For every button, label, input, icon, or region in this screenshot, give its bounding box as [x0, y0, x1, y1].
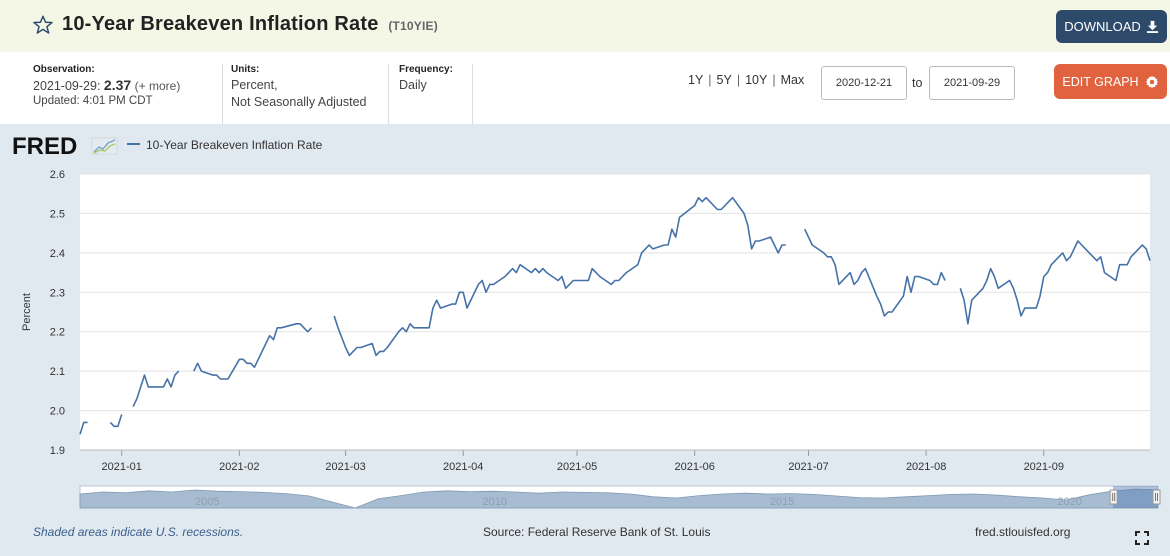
page-title: 10-Year Breakeven Inflation Rate (T10YIE… [62, 13, 438, 36]
x-tick-label: 2021-09 [1024, 461, 1064, 473]
x-tick-label: 2021-08 [906, 461, 946, 473]
fullscreen-icon[interactable] [1135, 531, 1149, 545]
observation-value: 2.37 [103, 77, 132, 93]
series-segment [193, 323, 313, 380]
observation-more-link[interactable]: (+ more) [134, 79, 181, 93]
source-text: Source: Federal Reserve Bank of St. Loui… [483, 525, 711, 539]
download-label: DOWNLOAD [1064, 19, 1141, 34]
units-line-1: Percent, [231, 78, 278, 92]
series-segment [79, 421, 88, 435]
navigator-year-label: 2020 [1057, 496, 1081, 508]
units-block: Units: Percent, Not Seasonally Adjusted [231, 64, 389, 124]
star-icon[interactable] [32, 14, 54, 36]
navigator-year-label: 2010 [482, 496, 506, 508]
y-tick-label: 2.6 [50, 169, 65, 181]
units-line-2: Not Seasonally Adjusted [231, 95, 367, 109]
fred-logo[interactable]: FRED [12, 133, 118, 160]
range-5y[interactable]: 5Y [716, 73, 732, 87]
navigator-year-label: 2015 [770, 496, 794, 508]
y-tick-label: 2.4 [50, 248, 65, 260]
navigator-handle[interactable] [1152, 489, 1161, 505]
chart[interactable]: FRED 10-Year Breakeven Inflation Rate 1.… [0, 124, 1170, 556]
series-line[interactable] [79, 196, 1151, 435]
range-separator: | [772, 73, 776, 87]
legend-label: 10-Year Breakeven Inflation Rate [146, 138, 323, 152]
range-max[interactable]: Max [780, 73, 805, 87]
to-label: to [912, 76, 923, 90]
navigator-handle[interactable] [1109, 489, 1118, 505]
edit-graph-button[interactable]: EDIT GRAPH [1054, 64, 1167, 99]
range-10y[interactable]: 10Y [745, 73, 768, 87]
series-segment [333, 196, 786, 357]
fred-logo-chart-icon [91, 137, 118, 155]
series-segment [109, 414, 123, 428]
navigator-year-label: 2005 [195, 496, 219, 508]
x-tick-label: 2021-01 [102, 461, 142, 473]
range-selector: 1Y | 5Y | 10Y | Max [688, 73, 804, 87]
y-axis-label: Percent [21, 293, 33, 331]
series-segment [803, 228, 946, 317]
chart-panel: FRED 10-Year Breakeven Inflation Rate 1.… [0, 124, 1170, 556]
observation-line: 2021-09-29: 2.37 (+ more) [33, 77, 222, 95]
series-title: 10-Year Breakeven Inflation Rate [62, 13, 379, 35]
fred-logo-text: FRED [12, 133, 77, 160]
series-segment [132, 370, 180, 407]
chart-legend: 10-Year Breakeven Inflation Rate [127, 138, 323, 152]
x-tick-label: 2021-04 [443, 461, 483, 473]
range-separator: | [708, 73, 712, 87]
x-tick-label: 2021-02 [219, 461, 259, 473]
gear-icon [1145, 75, 1158, 88]
x-axis: 2021-01 2021-02 2021-03 2021-04 2021-05 2021-… [80, 449, 1150, 473]
y-tick-label: 2.5 [50, 208, 65, 220]
frequency-block: Frequency: Daily [399, 64, 473, 124]
recessions-note: Shaded areas indicate U.S. recessions. [33, 525, 244, 539]
navigator-series [79, 488, 1159, 509]
x-tick-label: 2021-07 [788, 461, 828, 473]
y-axis: 1.9 2.0 2.1 2.2 2.3 2.4 2.5 2.6 [50, 169, 65, 457]
site-link[interactable]: fred.stlouisfed.org [975, 525, 1071, 539]
end-date-input[interactable]: 2021-09-29 [929, 66, 1015, 100]
y-tick-label: 2.2 [50, 327, 65, 339]
edit-graph-label: EDIT GRAPH [1062, 74, 1139, 89]
plot-area [80, 174, 1150, 450]
updated-time: Updated: 4:01 PM CDT [33, 95, 153, 107]
units-label: Units: [231, 64, 260, 75]
y-tick-label: 2.0 [50, 406, 65, 418]
range-separator: | [736, 73, 741, 87]
observation-label: Observation: [33, 64, 95, 75]
range-navigator[interactable]: 2005 2010 2015 2020 [79, 485, 1161, 509]
title-bar: 10-Year Breakeven Inflation Rate (T10YIE… [0, 0, 1170, 52]
y-tick-label: 2.3 [50, 287, 65, 299]
series-segment [959, 240, 1151, 325]
series-id: (T10YIE) [388, 19, 438, 33]
x-tick-label: 2021-03 [325, 461, 365, 473]
observation-date: 2021-09-29: [33, 79, 101, 93]
y-tick-label: 1.9 [50, 445, 65, 457]
download-button[interactable]: DOWNLOAD [1056, 10, 1167, 43]
download-icon [1146, 20, 1158, 33]
frequency-value: Daily [399, 78, 427, 92]
observation-block: Observation: 2021-09-29: 2.37 (+ more) U… [33, 64, 223, 124]
x-tick-label: 2021-06 [674, 461, 714, 473]
range-1y[interactable]: 1Y [688, 73, 704, 87]
frequency-label: Frequency: [399, 64, 453, 75]
y-tick-label: 2.1 [50, 366, 65, 378]
x-tick-label: 2021-05 [557, 461, 597, 473]
start-date-input[interactable]: 2020-12-21 [821, 66, 907, 100]
navigator-selection[interactable] [1113, 486, 1158, 508]
